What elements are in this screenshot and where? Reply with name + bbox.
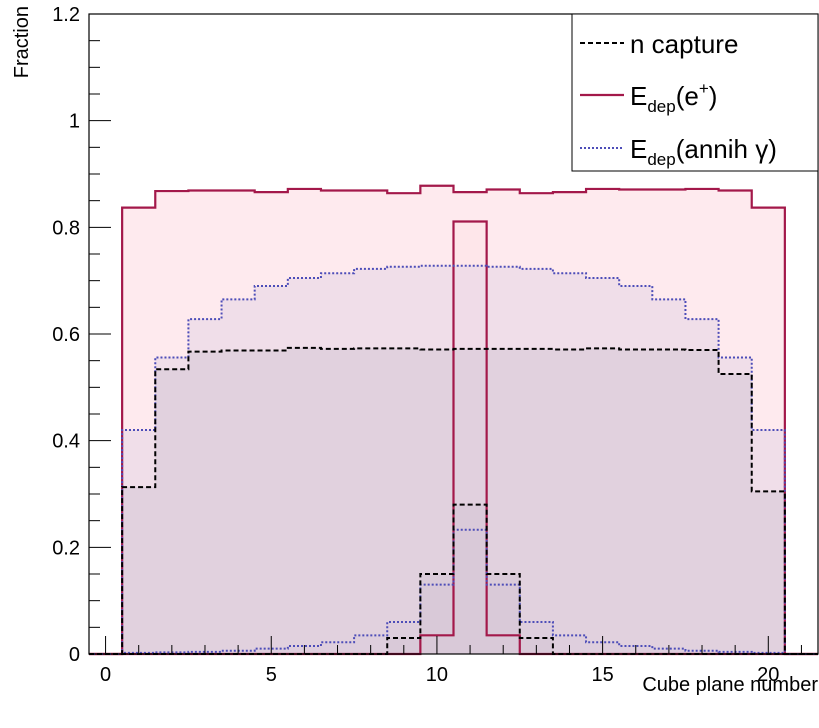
axis-ticks: 0 5 10 15 20 0 0.2 0.4 0.6 0.8 1 1.2 bbox=[52, 4, 802, 686]
y-tick-label: 0.2 bbox=[52, 537, 80, 559]
series-1-total-line bbox=[89, 264, 818, 655]
y-tick-label: 1 bbox=[69, 111, 80, 133]
series-1-central-line bbox=[89, 528, 818, 655]
y-tick-label: 0.8 bbox=[52, 217, 80, 239]
series-0-total-line bbox=[89, 184, 818, 656]
legend-label-1: Edep(annih γ) bbox=[630, 134, 777, 169]
y-tick-label: 0 bbox=[69, 644, 80, 666]
x-tick-label: 15 bbox=[591, 664, 613, 686]
x-tick-label: 0 bbox=[100, 664, 111, 686]
y-tick-label: 0.4 bbox=[52, 431, 80, 453]
x-tick-label: 5 bbox=[266, 664, 277, 686]
x-axis-title: Cube plane number bbox=[642, 674, 818, 696]
legend-label-0: Edep(e+) bbox=[630, 79, 717, 116]
x-tick-label: 20 bbox=[757, 664, 779, 686]
y-tick-label: 1.2 bbox=[52, 4, 80, 26]
series-2-total-line bbox=[89, 346, 818, 655]
y-axis-title: Fraction bbox=[11, 6, 33, 78]
x-tick-label: 10 bbox=[426, 664, 448, 686]
y-tick-label: 0.6 bbox=[52, 324, 80, 346]
legend: n capture Edep(e+) Edep(annih γ) bbox=[571, 13, 819, 172]
legend-box bbox=[571, 13, 819, 172]
legend-label-2: n capture bbox=[630, 29, 738, 59]
